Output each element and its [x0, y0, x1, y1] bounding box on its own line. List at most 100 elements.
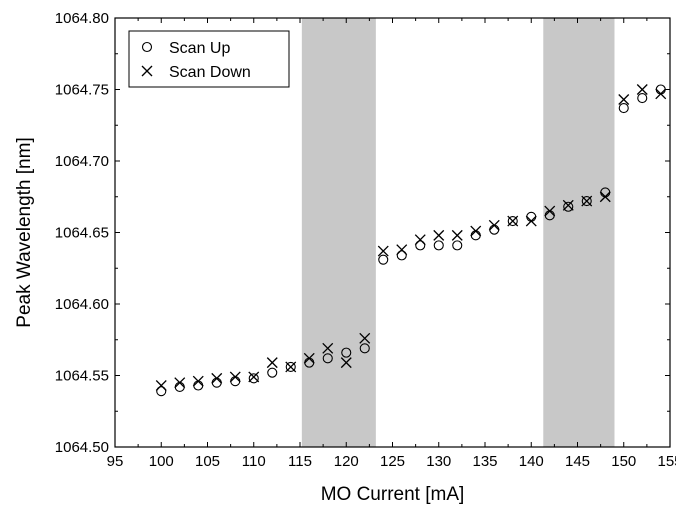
x-marker-stroke	[285, 361, 297, 373]
x-tick-label: 125	[380, 453, 405, 470]
x-marker-stroke	[433, 229, 445, 241]
x-marker-stroke	[599, 191, 611, 203]
y-tick-label: 1064.50	[55, 439, 109, 456]
y-tick-label: 1064.65	[55, 225, 109, 242]
series-scan-down	[155, 84, 667, 391]
scan-up-point	[285, 361, 296, 372]
x-marker-stroke	[396, 244, 408, 256]
scan-down-point	[507, 215, 519, 227]
scan-down-point	[322, 342, 334, 354]
scan-down-point	[285, 361, 297, 373]
scan-down-point	[266, 357, 278, 369]
scan-up-point	[581, 195, 592, 207]
x-tick-label: 100	[149, 453, 174, 470]
x-tick-label: 110	[242, 453, 266, 470]
x-tick-label: 155	[657, 453, 676, 470]
x-marker-stroke	[451, 229, 463, 241]
x-marker-stroke	[618, 94, 630, 105]
y-tick-label: 1064.55	[55, 368, 109, 385]
x-marker-stroke	[655, 88, 667, 100]
legend-x-marker	[141, 65, 153, 77]
scan-down-point	[359, 332, 371, 344]
x-marker-stroke	[488, 219, 500, 231]
x-tick-label: 115	[288, 453, 312, 470]
scan-down-point	[618, 94, 630, 105]
scan-up-point	[248, 373, 259, 384]
legend: Scan Up Scan Down	[128, 30, 290, 88]
scan-down-point	[211, 372, 223, 384]
scan-down-point	[192, 375, 204, 387]
shaded-region-2	[543, 18, 615, 447]
x-tick-label: 145	[565, 453, 590, 470]
y-tick-label: 1064.75	[55, 82, 109, 99]
x-marker-stroke	[507, 215, 519, 227]
scan-down-point	[396, 244, 408, 256]
x-axis-title: MO Current [mA]	[321, 484, 465, 505]
scan-down-point	[248, 371, 260, 383]
scan-down-point	[636, 84, 648, 95]
axis-ticks: 95 100 105 110 115 120 125 130 135 140 145 150 155 10…	[55, 10, 676, 470]
x-marker-stroke	[377, 245, 389, 257]
scan-down-point	[488, 219, 500, 231]
plot-frame	[114, 17, 671, 448]
y-tick-label: 1064.80	[55, 10, 109, 27]
shaded-region-1	[301, 18, 376, 447]
scan-up-point	[415, 240, 426, 251]
x-tick-label: 150	[611, 453, 636, 470]
scan-down-point	[525, 215, 537, 227]
x-tick-label: 140	[519, 453, 544, 470]
scan-up-point	[452, 240, 463, 251]
scan-up-point	[378, 254, 389, 265]
scan-down-point	[451, 229, 463, 241]
scan-up-point	[322, 353, 333, 364]
data-series	[155, 84, 667, 397]
legend-label: Scan Down	[169, 64, 251, 81]
x-marker-stroke	[359, 332, 371, 344]
scan-down-point	[599, 191, 611, 203]
scan-down-point	[433, 229, 445, 241]
x-tick-label: 105	[195, 453, 220, 470]
scan-up-point	[156, 386, 167, 397]
x-marker-stroke	[192, 375, 204, 387]
scan-down-point	[377, 245, 389, 257]
legend-label: Scan Up	[169, 40, 230, 57]
x-marker-stroke	[544, 205, 556, 217]
scan-up-point	[618, 103, 629, 114]
scan-up-point	[396, 250, 407, 261]
x-marker-stroke	[414, 234, 426, 246]
legend-box	[128, 30, 290, 88]
scan-up-point	[433, 240, 444, 251]
scan-down-point	[340, 357, 352, 369]
scan-down-point	[562, 199, 574, 211]
scan-down-point	[581, 195, 593, 207]
x-tick-label: 130	[426, 453, 451, 470]
x-marker-stroke	[229, 371, 241, 383]
x-marker-stroke	[340, 357, 352, 369]
x-marker-stroke	[562, 199, 574, 211]
scan-down-point	[544, 205, 556, 217]
scan-down-point	[470, 225, 482, 237]
x-marker-stroke	[155, 380, 167, 391]
x-marker-stroke	[248, 371, 260, 383]
scan-down-point	[414, 234, 426, 246]
x-tick-label: 95	[107, 453, 124, 470]
x-marker-stroke	[211, 372, 223, 384]
scan-up-point	[507, 216, 518, 227]
x-marker-stroke	[322, 342, 334, 354]
x-marker-stroke	[581, 195, 593, 207]
scan-up-point	[637, 93, 648, 104]
legend-circle-marker	[141, 41, 153, 53]
x-marker-stroke	[174, 377, 186, 389]
y-tick-label: 1064.70	[55, 153, 109, 170]
y-axis-title: Peak Wavelength [nm]	[14, 137, 35, 327]
x-marker-stroke	[266, 357, 278, 369]
scan-down-point	[655, 88, 667, 100]
scan-up-point	[341, 347, 352, 358]
x-tick-label: 120	[334, 453, 359, 470]
scan-down-point	[155, 380, 167, 391]
scan-down-point	[174, 377, 186, 389]
x-marker-stroke	[141, 65, 153, 77]
y-tick-label: 1064.60	[55, 296, 109, 313]
